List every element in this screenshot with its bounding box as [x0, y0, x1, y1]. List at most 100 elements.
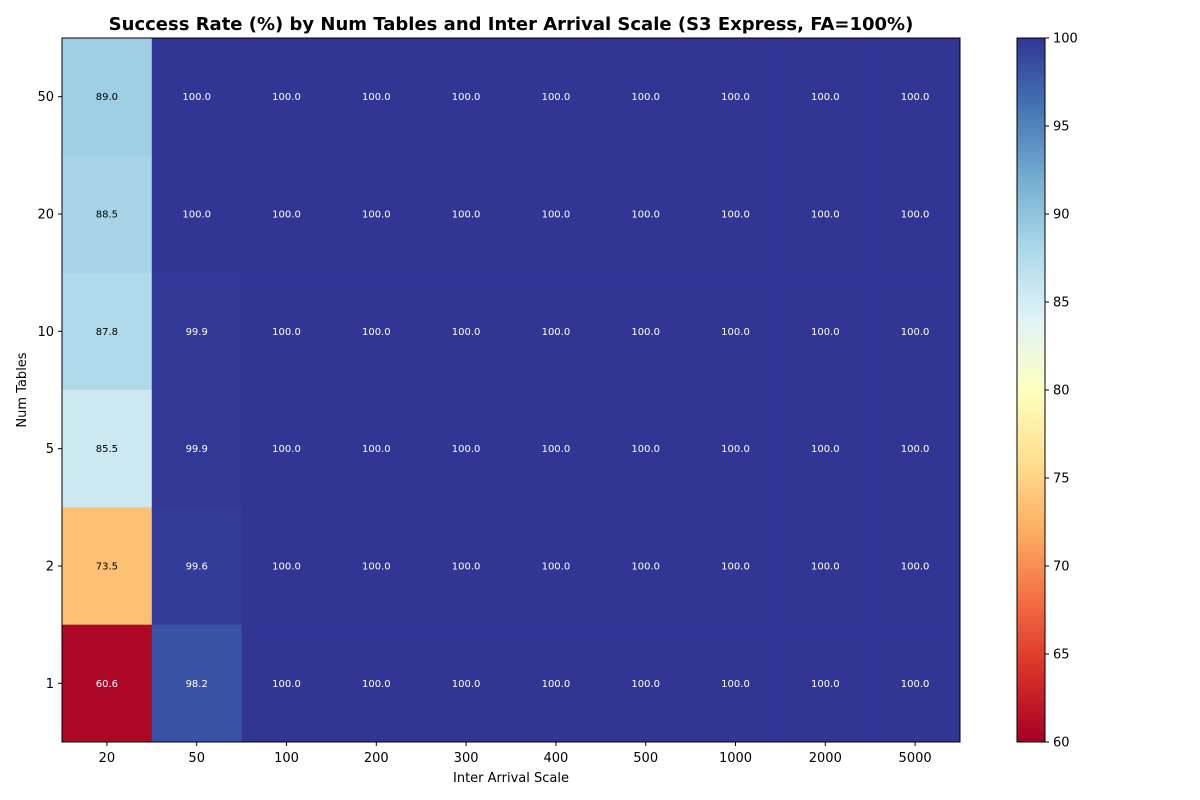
cell-value-label: 60.6 [96, 679, 118, 690]
y-axis: 50 20 10 5 2 1 [37, 90, 62, 692]
heatmap-cell [62, 38, 153, 156]
heatmap-cell [511, 272, 602, 391]
x-tick-label: 300 [454, 751, 479, 766]
cell-value-label: 100.0 [631, 210, 660, 221]
heatmap-cell [511, 155, 602, 274]
cell-value-label: 100.0 [901, 562, 930, 573]
cell-value-label: 99.9 [186, 444, 208, 455]
cell-value-label: 100.0 [362, 679, 391, 690]
heatmap-cell [780, 272, 871, 391]
heatmap-cell [421, 38, 512, 156]
chart-title: Success Rate (%) by Num Tables and Inter… [109, 14, 914, 35]
x-tick-label: 400 [543, 751, 568, 766]
cell-value-label: 100.0 [631, 679, 660, 690]
x-tick-label: 200 [364, 751, 389, 766]
y-tick-label: 2 [46, 560, 54, 575]
cell-value-label: 100.0 [272, 562, 301, 573]
cell-value-label: 100.0 [721, 679, 750, 690]
heatmap-cell [690, 38, 781, 156]
cell-value-label: 100.0 [452, 210, 481, 221]
heatmap-cell [151, 38, 243, 156]
heatmap-cell [511, 38, 602, 156]
heatmap-cell [62, 272, 153, 391]
cell-value-label: 99.9 [186, 327, 208, 338]
heatmap-cell [511, 624, 602, 743]
cell-value-label: 100.0 [452, 679, 481, 690]
cell-value-label: 89.0 [96, 92, 118, 103]
heatmap-cell [151, 272, 243, 391]
heatmap-cell [870, 272, 961, 391]
heatmap-cell [780, 155, 871, 274]
cell-value-label: 100.0 [721, 92, 750, 103]
heatmap-cell [600, 155, 692, 274]
cell-value-label: 100.0 [631, 444, 660, 455]
heatmap-cell [421, 155, 512, 274]
cell-value-label: 100.0 [542, 562, 571, 573]
cell-value-label: 99.6 [186, 562, 208, 573]
heatmap-cell [600, 507, 692, 626]
cell-value-label: 100.0 [362, 562, 391, 573]
y-axis-label: Num Tables [15, 352, 30, 427]
y-tick-label: 10 [37, 325, 54, 340]
x-tick-label: 2000 [809, 751, 842, 766]
heatmap-cell [780, 507, 871, 626]
cell-value-label: 100.0 [452, 444, 481, 455]
cell-value-label: 100.0 [721, 562, 750, 573]
heatmap-cell [511, 507, 602, 626]
heatmap-cell [62, 390, 153, 508]
heatmap-cell [421, 390, 512, 508]
cell-value-label: 100.0 [542, 444, 571, 455]
heatmap-cell [690, 272, 781, 391]
x-tick-label: 1000 [719, 751, 752, 766]
heatmap-cell [870, 507, 961, 626]
heatmap-cell [241, 624, 332, 743]
heatmap-cell [331, 38, 422, 156]
heatmap-cell [870, 155, 961, 274]
cell-value-label: 100.0 [182, 92, 211, 103]
cell-value-label: 100.0 [901, 679, 930, 690]
heatmap-cell [600, 390, 692, 508]
cell-value-label: 100.0 [811, 327, 840, 338]
plot-frame [61, 37, 961, 743]
cell-value-label: 100.0 [811, 562, 840, 573]
heatmap-cell [331, 155, 422, 274]
heatmap-cells: 89.0 100.0 100.0 100.0 100.0 100.0 100.0 100.0 1… [62, 38, 961, 743]
heatmap-cell [241, 38, 332, 156]
heatmap-cell [421, 624, 512, 743]
heatmap-cell [151, 390, 243, 508]
cell-value-label: 100.0 [272, 679, 301, 690]
cell-value-label: 100.0 [272, 92, 301, 103]
colorbar-tick-label: 85 [1053, 296, 1070, 311]
cell-value-label: 100.0 [811, 444, 840, 455]
heatmap-cell [600, 38, 692, 156]
heatmap-cell [690, 390, 781, 508]
heatmap-cell [241, 155, 332, 274]
cell-value-label: 100.0 [452, 562, 481, 573]
heatmap-cell [331, 390, 422, 508]
colorbar: 60 65 70 75 80 85 90 95 100 [1016, 32, 1078, 751]
colorbar-tick-label: 95 [1053, 120, 1070, 135]
y-tick-label: 50 [37, 90, 54, 105]
cell-value-label: 100.0 [721, 444, 750, 455]
y-tick-label: 5 [46, 442, 54, 457]
colorbar-tick-label: 65 [1053, 648, 1070, 663]
heatmap-cell [870, 38, 961, 156]
colorbar-tick-label: 100 [1053, 32, 1078, 47]
y-tick-label: 20 [37, 208, 54, 223]
heatmap-cell [870, 624, 961, 743]
cell-value-label: 100.0 [362, 92, 391, 103]
cell-value-label: 100.0 [901, 92, 930, 103]
y-tick-label: 1 [46, 677, 54, 692]
cell-value-label: 73.5 [96, 562, 118, 573]
cell-value-label: 100.0 [362, 210, 391, 221]
heatmap-cell [690, 624, 781, 743]
cell-value-label: 100.0 [362, 327, 391, 338]
heatmap-cell [780, 38, 871, 156]
cell-value-label: 100.0 [272, 444, 301, 455]
heatmap-cell [780, 624, 871, 743]
x-tick-label: 50 [188, 751, 205, 766]
cell-value-label: 100.0 [542, 92, 571, 103]
x-tick-label: 100 [274, 751, 299, 766]
cell-value-label: 100.0 [721, 210, 750, 221]
